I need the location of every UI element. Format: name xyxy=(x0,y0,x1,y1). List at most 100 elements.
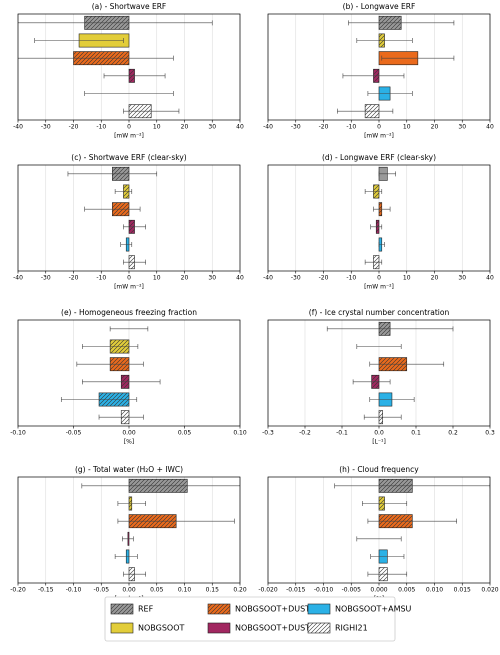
x-tick-label: 0.015 xyxy=(454,587,471,594)
error-bar xyxy=(122,536,134,542)
x-tick-label: 0.00 xyxy=(122,430,136,437)
x-tick-label: -30 xyxy=(291,275,301,282)
error-bar xyxy=(356,536,402,542)
x-tick-label: -40 xyxy=(13,275,23,282)
error-bar xyxy=(363,414,402,420)
legend-swatch xyxy=(307,603,331,615)
error-bar xyxy=(114,189,133,194)
error-bar xyxy=(367,91,413,96)
error-bar xyxy=(356,344,402,349)
x-tick-label: 0.10 xyxy=(178,587,192,594)
x-tick-label: 40 xyxy=(236,124,244,131)
x-tick-label: -0.05 xyxy=(66,430,82,437)
x-axis-label: [mW m⁻²] xyxy=(364,284,394,291)
x-tick-label: -10 xyxy=(96,275,106,282)
plot-area xyxy=(326,321,454,425)
x-tick-label: 0 xyxy=(127,124,131,131)
error-bar xyxy=(364,189,383,194)
plot-area xyxy=(18,15,213,119)
x-tick-label: 20 xyxy=(431,124,439,131)
x-tick-label: 10 xyxy=(403,124,411,131)
error-bar xyxy=(18,55,174,61)
x-tick-label: -0.2 xyxy=(299,430,311,437)
plot-area xyxy=(364,166,396,270)
x-tick-label: 40 xyxy=(486,124,494,131)
panel-title: (h) - Cloud frequency xyxy=(339,465,419,474)
error-bar xyxy=(334,483,490,489)
error-bar xyxy=(367,571,408,577)
error-bar xyxy=(103,73,166,79)
plot-area xyxy=(81,478,240,582)
x-tick-label: 0.000 xyxy=(370,587,387,594)
error-bar xyxy=(370,224,383,230)
x-tick-label: -10 xyxy=(96,124,106,131)
x-axis-label: [L⁻¹] xyxy=(372,439,386,446)
x-tick-label: 0 xyxy=(377,124,381,131)
legend-swatch xyxy=(207,603,231,615)
x-axis-label: [%] xyxy=(124,439,134,446)
x-tick-label: 30 xyxy=(208,124,216,131)
error-bar xyxy=(326,326,454,332)
plot-frame xyxy=(267,164,491,272)
legend-swatch xyxy=(207,622,231,634)
error-bar xyxy=(381,55,455,61)
x-tick-label: -40 xyxy=(263,124,273,131)
x-tick-label: 0.05 xyxy=(150,587,164,594)
error-bar xyxy=(370,554,405,559)
error-bar xyxy=(123,224,146,230)
error-bar xyxy=(84,91,174,96)
error-bar xyxy=(369,397,415,402)
x-tick-label: 0.1 xyxy=(411,430,421,437)
panel-title: (d) - Longwave ERF (clear-sky) xyxy=(322,153,436,162)
x-tick-label: 0.3 xyxy=(485,430,495,437)
plot-area xyxy=(334,478,490,582)
x-tick-label: -0.20 xyxy=(10,587,26,594)
legend-swatch xyxy=(110,603,134,615)
x-tick-label: -0.015 xyxy=(286,587,306,594)
x-tick-label: -20 xyxy=(69,275,79,282)
panel-title: (g) - Total water (H₂O + IWC) xyxy=(75,465,183,474)
x-tick-label: -10 xyxy=(346,275,356,282)
legend-label: NOBGSOOT xyxy=(138,624,185,633)
x-tick-label: -30 xyxy=(41,275,51,282)
x-tick-label: 0 xyxy=(127,275,131,282)
error-bar xyxy=(123,259,146,265)
x-tick-label: -0.10 xyxy=(10,430,26,437)
x-tick-label: -10 xyxy=(346,124,356,131)
x-tick-label: 0.00 xyxy=(122,587,136,594)
plot-frame xyxy=(267,476,491,584)
plot-frame xyxy=(17,476,241,584)
x-tick-label: 0.010 xyxy=(426,587,443,594)
x-tick-label: 20 xyxy=(431,275,439,282)
x-tick-label: -0.005 xyxy=(342,587,362,594)
x-tick-label: -20 xyxy=(319,124,329,131)
x-tick-label: -40 xyxy=(263,275,273,282)
x-tick-label: -0.020 xyxy=(258,587,278,594)
error-bar xyxy=(367,518,457,524)
x-tick-label: 0.15 xyxy=(206,587,220,594)
plot-frame xyxy=(17,319,241,427)
error-bar xyxy=(117,518,235,524)
x-tick-label: 0 xyxy=(377,275,381,282)
x-tick-label: 20 xyxy=(181,275,189,282)
error-bar xyxy=(337,108,394,114)
error-bar xyxy=(378,171,396,177)
error-bar xyxy=(378,242,385,247)
x-tick-label: 0.005 xyxy=(398,587,415,594)
x-tick-label: 0.10 xyxy=(233,430,247,437)
x-tick-label: -0.10 xyxy=(66,587,82,594)
error-bar xyxy=(373,206,391,212)
x-tick-label: 10 xyxy=(153,124,161,131)
x-tick-label: -40 xyxy=(13,124,23,131)
panel-title: (c) - Shortwave ERF (clear-sky) xyxy=(71,153,186,162)
error-bar xyxy=(123,571,146,577)
legend-label: NOBGSOOT+DUST10 xyxy=(235,624,320,633)
error-bar xyxy=(82,344,139,349)
error-bar xyxy=(117,501,146,506)
error-bar xyxy=(356,38,413,43)
x-tick-label: 30 xyxy=(458,275,466,282)
legend-swatch xyxy=(307,622,331,634)
x-axis-label: [mW m⁻²] xyxy=(364,133,394,140)
x-tick-label: -0.15 xyxy=(38,587,54,594)
